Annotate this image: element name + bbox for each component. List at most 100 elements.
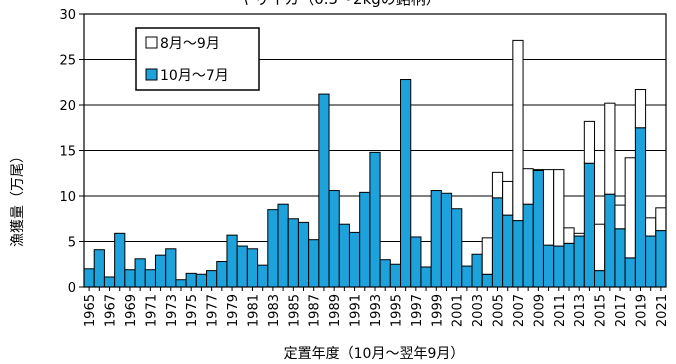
bar-oct-jul-1990 [338, 223, 350, 288]
bars [83, 39, 667, 288]
bar-oct-jul-1984 [277, 203, 289, 288]
bar-aug-sep-2019 [634, 89, 647, 129]
x-tick-label: 1979 [226, 294, 241, 327]
x-tick-label: 1983 [267, 294, 282, 327]
bar-oct-jul-1987 [308, 239, 320, 288]
x-tick-label: 1989 [328, 294, 343, 327]
bar-oct-jul-1975 [185, 272, 197, 288]
bar-oct-jul-1973 [165, 248, 177, 288]
bar-oct-jul-1980 [236, 245, 248, 288]
bar-aug-sep-2012 [563, 227, 575, 244]
bar-aug-sep-2006 [502, 180, 514, 216]
y-tick-label: 0 [68, 281, 76, 296]
bar-oct-jul-2010 [542, 244, 555, 288]
bar-oct-jul-2021 [655, 230, 667, 288]
bar-oct-jul-1992 [359, 191, 371, 288]
bar-aug-sep-2014 [583, 120, 596, 164]
bar-aug-sep-2009 [532, 169, 544, 172]
x-tick-label: 2021 [655, 294, 670, 327]
bar-oct-jul-1967 [103, 276, 116, 288]
bar-oct-jul-2013 [573, 235, 585, 288]
x-tick-label: 1995 [389, 294, 404, 327]
bar-oct-jul-1981 [246, 248, 259, 288]
bar-aug-sep-2011 [553, 169, 565, 247]
x-tick-label: 1967 [104, 294, 119, 327]
bar-oct-jul-1966 [93, 249, 105, 288]
bar-oct-jul-1989 [328, 190, 340, 288]
x-tick-label: 1993 [369, 294, 384, 327]
bar-oct-jul-1965 [83, 268, 95, 288]
bar-aug-sep-2007 [512, 39, 524, 222]
bar-oct-jul-1997 [410, 236, 422, 288]
bar-oct-jul-1978 [216, 261, 228, 288]
bar-aug-sep-2010 [542, 169, 555, 246]
bar-oct-jul-1972 [154, 254, 167, 288]
bar-oct-jul-1994 [379, 259, 391, 288]
y-axis-ticks: 0 5 10 15 20 25 30 [59, 8, 84, 296]
x-tick-label: 2001 [451, 294, 466, 327]
bar-oct-jul-1979 [226, 234, 238, 288]
bar-oct-jul-2011 [553, 245, 565, 288]
bar-oct-jul-2014 [583, 162, 596, 288]
bar-oct-jul-2002 [461, 265, 473, 288]
bar-oct-jul-1996 [400, 79, 412, 288]
bar-oct-jul-1993 [369, 151, 381, 288]
bar-oct-jul-1969 [124, 269, 136, 288]
bar-oct-jul-1986 [297, 221, 310, 288]
y-axis-label: 漁獲量（万尾） [10, 149, 26, 247]
x-tick-label: 2009 [532, 294, 547, 327]
bar-oct-jul-1970 [134, 258, 146, 288]
bar-aug-sep-2018 [624, 157, 636, 259]
plot-frame [83, 13, 667, 288]
bar-oct-jul-1974 [175, 279, 187, 288]
y-tick-label: 10 [59, 190, 76, 205]
bar-aug-sep-2017 [614, 204, 626, 230]
legend: 8月〜9月 10月〜7月 [135, 27, 260, 91]
bar-oct-jul-1985 [287, 218, 299, 288]
bar-oct-jul-2004 [481, 273, 493, 288]
bar-oct-jul-1988 [318, 93, 330, 288]
x-tick-label: 1981 [246, 294, 261, 327]
bar-oct-jul-1995 [389, 263, 402, 288]
bar-oct-jul-2008 [522, 203, 534, 288]
x-tick-label: 1985 [287, 294, 302, 327]
bar-oct-jul-2019 [634, 127, 647, 288]
y-tick-label: 30 [59, 8, 76, 23]
bar-oct-jul-1998 [420, 266, 432, 288]
bar-oct-jul-2009 [532, 170, 544, 288]
x-tick-label: 1973 [165, 294, 180, 327]
bar-oct-jul-2020 [645, 235, 657, 288]
bar-aug-sep-2020 [645, 217, 657, 237]
legend-label-oct-jul: 10月〜7月 [160, 68, 229, 84]
y-tick-label: 15 [59, 145, 76, 160]
x-axis-ticks: 1965 1967 1969 1971 1973 1975 1977 1979 1981 1983… [83, 287, 670, 327]
bar-oct-jul-2005 [491, 197, 504, 288]
y-tick-label: 5 [68, 236, 76, 251]
chart-title: ヤリイカ（0.5〜2kgの銘柄） [239, 0, 441, 8]
bar-oct-jul-2000 [440, 192, 453, 288]
x-tick-label: 1975 [185, 294, 200, 327]
x-tick-label: 1965 [83, 294, 98, 327]
bar-oct-jul-2007 [512, 220, 524, 288]
x-tick-label: 1977 [206, 294, 221, 327]
legend-label-aug-sep: 8月〜9月 [160, 36, 220, 52]
bar-oct-jul-1999 [430, 190, 442, 288]
x-tick-label: 1991 [349, 294, 364, 327]
bar-oct-jul-2016 [604, 193, 616, 288]
bar-oct-jul-1982 [257, 264, 269, 288]
bar-aug-sep-2015 [594, 223, 606, 272]
bar-aug-sep-2004 [481, 237, 493, 275]
bar-oct-jul-1976 [195, 273, 208, 288]
x-tick-label: 1997 [410, 294, 425, 327]
bar-oct-jul-1971 [144, 269, 156, 288]
bar-oct-jul-1983 [267, 209, 279, 288]
x-tick-label: 2017 [614, 294, 629, 327]
x-tick-label: 1969 [124, 294, 139, 327]
bar-oct-jul-2018 [624, 257, 636, 288]
bar-oct-jul-2001 [451, 208, 463, 288]
x-tick-label: 2003 [471, 294, 486, 327]
x-tick-label: 2015 [594, 294, 609, 327]
bar-oct-jul-2015 [594, 270, 606, 288]
bar-oct-jul-2012 [563, 242, 575, 288]
x-tick-label: 2013 [573, 294, 588, 327]
